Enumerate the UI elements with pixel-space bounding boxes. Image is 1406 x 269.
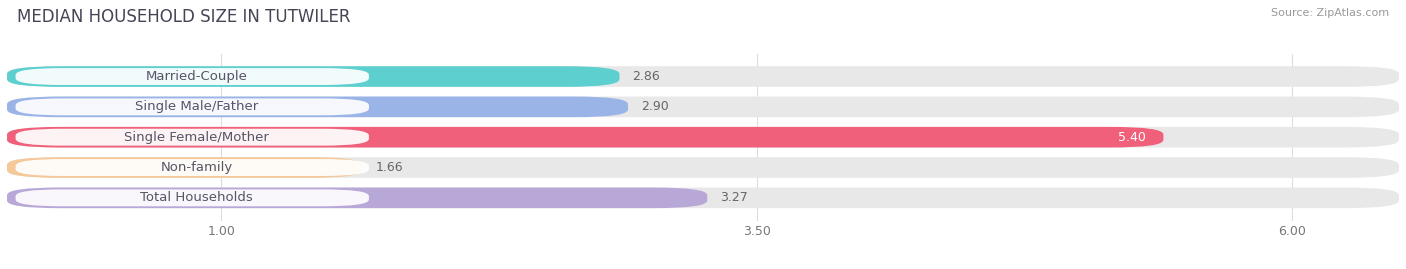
Text: Total Households: Total Households — [141, 191, 253, 204]
Text: Single Female/Mother: Single Female/Mother — [124, 131, 269, 144]
Text: 3.27: 3.27 — [720, 191, 748, 204]
Text: Source: ZipAtlas.com: Source: ZipAtlas.com — [1271, 8, 1389, 18]
Text: Married-Couple: Married-Couple — [146, 70, 247, 83]
Text: 5.40: 5.40 — [1118, 131, 1146, 144]
Text: 2.90: 2.90 — [641, 100, 669, 113]
FancyBboxPatch shape — [7, 97, 1399, 117]
FancyBboxPatch shape — [15, 159, 368, 176]
FancyBboxPatch shape — [7, 157, 363, 178]
FancyBboxPatch shape — [15, 189, 368, 206]
Text: MEDIAN HOUSEHOLD SIZE IN TUTWILER: MEDIAN HOUSEHOLD SIZE IN TUTWILER — [17, 8, 350, 26]
FancyBboxPatch shape — [7, 66, 620, 87]
FancyBboxPatch shape — [15, 129, 368, 146]
Text: 2.86: 2.86 — [633, 70, 659, 83]
FancyBboxPatch shape — [7, 97, 628, 117]
FancyBboxPatch shape — [15, 98, 368, 115]
FancyBboxPatch shape — [7, 127, 1399, 147]
FancyBboxPatch shape — [7, 187, 1399, 208]
Text: Single Male/Father: Single Male/Father — [135, 100, 259, 113]
FancyBboxPatch shape — [7, 157, 1399, 178]
FancyBboxPatch shape — [7, 187, 707, 208]
Text: 1.66: 1.66 — [375, 161, 404, 174]
FancyBboxPatch shape — [15, 68, 368, 85]
FancyBboxPatch shape — [7, 127, 1163, 147]
Text: Non-family: Non-family — [160, 161, 232, 174]
FancyBboxPatch shape — [7, 66, 1399, 87]
